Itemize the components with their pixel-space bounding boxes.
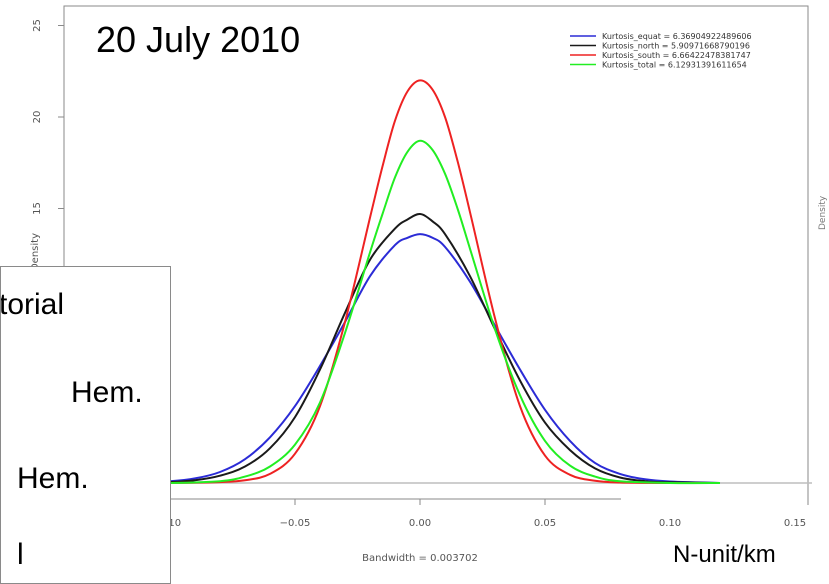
date-title: 20 July 2010 [96,19,301,60]
overlay-line-2: Hem. [71,376,143,409]
y-tick-label: 15 [32,202,43,215]
x-axis-label: Bandwidth = 0.003702 [362,553,478,564]
legend-label-1: Kurtosis_north = 5.90971668790196 [602,42,750,51]
y-tick-label: 25 [32,19,43,32]
series-line-0 [119,233,721,484]
x-tick-label: 0.10 [659,518,681,529]
y-tick-label: 20 [32,111,43,124]
overlay-legend-box: torial Hem. Hem. l [0,266,171,584]
series-line-2 [119,79,721,485]
series-lines [119,79,721,485]
overlay-line-1: torial [0,288,65,321]
x-tick-label: 0.00 [409,518,431,529]
legend-label-3: Kurtosis_total = 6.12931391611654 [602,61,747,70]
x-tick-label: 0.15 [784,518,806,529]
legend-label-2: Kurtosis_south = 6.66422478381747 [602,51,751,60]
legend-label-0: Kurtosis_equat = 6.36904922489606 [602,32,752,41]
unit-label: N-unit/km [673,541,776,568]
x-tick-label: 0.05 [534,518,556,529]
series-line-3 [119,139,721,485]
right-edge-cut-label: Density [818,195,828,230]
overlay-line-3: Hem. [17,462,89,495]
overlay-line-4: l [17,538,24,571]
y-axis-label: Density [30,233,41,271]
series-line-1 [119,212,721,484]
plot-frame [63,5,809,505]
x-tick-label: −0.05 [280,518,311,529]
legend: Kurtosis_equat = 6.36904922489606Kurtosi… [570,32,752,70]
